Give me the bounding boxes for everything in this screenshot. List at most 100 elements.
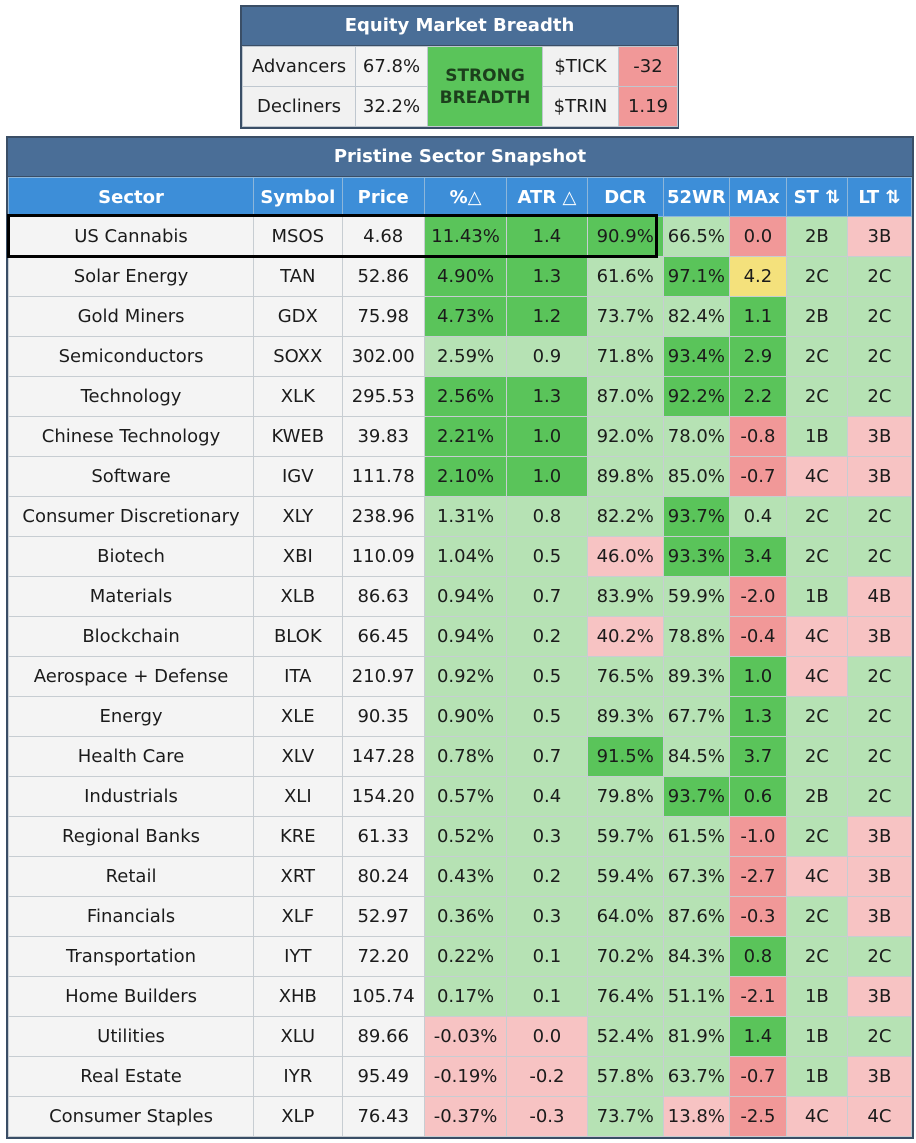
col-header-52wr[interactable]: 52WR — [662, 177, 730, 217]
cell-sector: Chinese Technology — [7, 416, 255, 457]
cell-sector: Financials — [7, 896, 255, 937]
sector-snapshot-panel: Pristine Sector Snapshot Sector Symbol P… — [6, 136, 914, 1139]
cell-52wr: 66.5% — [662, 216, 730, 257]
cell-max: -0.8 — [728, 416, 787, 457]
cell-max: 0.0 — [728, 216, 787, 257]
table-row: Software IGV 111.78 2.10% 1.0 89.8% 85.0… — [7, 456, 913, 497]
cell-price: 147.28 — [341, 736, 425, 777]
cell-pct: 0.17% — [423, 976, 508, 1017]
cell-dcr: 57.8% — [586, 1056, 664, 1097]
cell-pct: 2.21% — [423, 416, 508, 457]
cell-symbol: XLI — [253, 776, 343, 817]
cell-max: 1.3 — [728, 696, 787, 737]
table-row: Materials XLB 86.63 0.94% 0.7 83.9% 59.9… — [7, 576, 913, 617]
cell-pct: 0.52% — [423, 816, 508, 857]
tick-label: $TICK — [542, 46, 619, 87]
cell-atr: 0.0 — [506, 1016, 588, 1057]
cell-st: 2B — [785, 296, 848, 337]
cell-st: 2C — [785, 376, 848, 417]
col-header-dcr[interactable]: DCR — [586, 177, 664, 217]
cell-pct: 2.10% — [423, 456, 508, 497]
cell-dcr: 70.2% — [586, 936, 664, 977]
cell-price: 89.66 — [341, 1016, 425, 1057]
cell-st: 1B — [785, 1016, 848, 1057]
col-header-lt[interactable]: LT ⇅ — [846, 177, 913, 217]
cell-pct: -0.19% — [423, 1056, 508, 1097]
cell-sector: Real Estate — [7, 1056, 255, 1097]
cell-price: 86.63 — [341, 576, 425, 617]
cell-price: 76.43 — [341, 1096, 425, 1137]
cell-price: 90.35 — [341, 696, 425, 737]
cell-52wr: 59.9% — [662, 576, 730, 617]
cell-sector: Retail — [7, 856, 255, 897]
cell-sector: Health Care — [7, 736, 255, 777]
table-row: Semiconductors SOXX 302.00 2.59% 0.9 71.… — [7, 336, 913, 377]
col-header-atr-change[interactable]: ATR △ — [506, 177, 588, 217]
cell-sector: Gold Miners — [7, 296, 255, 337]
cell-52wr: 13.8% — [662, 1096, 730, 1137]
cell-lt: 2C — [846, 936, 913, 977]
col-header-st[interactable]: ST ⇅ — [785, 177, 848, 217]
cell-max: 1.0 — [728, 656, 787, 697]
cell-max: 1.1 — [728, 296, 787, 337]
table-row: Aerospace + Defense ITA 210.97 0.92% 0.5… — [7, 656, 913, 697]
cell-lt: 3B — [846, 816, 913, 857]
cell-52wr: 92.2% — [662, 376, 730, 417]
cell-lt: 2C — [846, 336, 913, 377]
cell-st: 2B — [785, 216, 848, 257]
cell-atr: 0.7 — [506, 576, 588, 617]
cell-dcr: 89.8% — [586, 456, 664, 497]
cell-pct: 2.59% — [423, 336, 508, 377]
cell-st: 4C — [785, 856, 848, 897]
cell-max: -1.0 — [728, 816, 787, 857]
cell-max: 1.4 — [728, 1016, 787, 1057]
cell-lt: 3B — [846, 416, 913, 457]
cell-symbol: XLE — [253, 696, 343, 737]
table-row: Solar Energy TAN 52.86 4.90% 1.3 61.6% 9… — [7, 256, 913, 297]
cell-price: 111.78 — [341, 456, 425, 497]
cell-sector: US Cannabis — [7, 216, 255, 257]
cell-dcr: 89.3% — [586, 696, 664, 737]
table-row: Retail XRT 80.24 0.43% 0.2 59.4% 67.3% -… — [7, 856, 913, 897]
cell-max: -2.0 — [728, 576, 787, 617]
cell-price: 295.53 — [341, 376, 425, 417]
cell-52wr: 78.0% — [662, 416, 730, 457]
table-row: Biotech XBI 110.09 1.04% 0.5 46.0% 93.3%… — [7, 536, 913, 577]
col-header-symbol[interactable]: Symbol — [253, 177, 343, 217]
cell-52wr: 93.4% — [662, 336, 730, 377]
cell-max: -0.7 — [728, 1056, 787, 1097]
cell-max: -0.4 — [728, 616, 787, 657]
cell-atr: 0.3 — [506, 816, 588, 857]
cell-max: 0.8 — [728, 936, 787, 977]
cell-dcr: 91.5% — [586, 736, 664, 777]
cell-52wr: 93.7% — [662, 776, 730, 817]
cell-dcr: 82.2% — [586, 496, 664, 537]
col-header-sector[interactable]: Sector — [7, 177, 255, 217]
cell-st: 2C — [785, 696, 848, 737]
cell-sector: Aerospace + Defense — [7, 656, 255, 697]
cell-52wr: 89.3% — [662, 656, 730, 697]
cell-52wr: 93.7% — [662, 496, 730, 537]
cell-52wr: 51.1% — [662, 976, 730, 1017]
cell-pct: -0.03% — [423, 1016, 508, 1057]
cell-atr: 0.1 — [506, 976, 588, 1017]
cell-dcr: 71.8% — [586, 336, 664, 377]
header-row: Sector Symbol Price %△ ATR △ DCR 52WR MA… — [7, 177, 913, 217]
cell-52wr: 61.5% — [662, 816, 730, 857]
cell-lt: 2C — [846, 736, 913, 777]
cell-pct: 0.94% — [423, 576, 508, 617]
cell-52wr: 67.7% — [662, 696, 730, 737]
col-header-max[interactable]: MAx — [728, 177, 787, 217]
cell-max: 0.4 — [728, 496, 787, 537]
cell-st: 1B — [785, 416, 848, 457]
col-header-pct-change[interactable]: %△ — [423, 177, 508, 217]
col-header-price[interactable]: Price — [341, 177, 425, 217]
cell-atr: 1.4 — [506, 216, 588, 257]
cell-pct: 4.73% — [423, 296, 508, 337]
cell-price: 61.33 — [341, 816, 425, 857]
cell-price: 39.83 — [341, 416, 425, 457]
cell-max: -2.7 — [728, 856, 787, 897]
cell-price: 66.45 — [341, 616, 425, 657]
cell-lt: 3B — [846, 216, 913, 257]
cell-lt: 2C — [846, 296, 913, 337]
